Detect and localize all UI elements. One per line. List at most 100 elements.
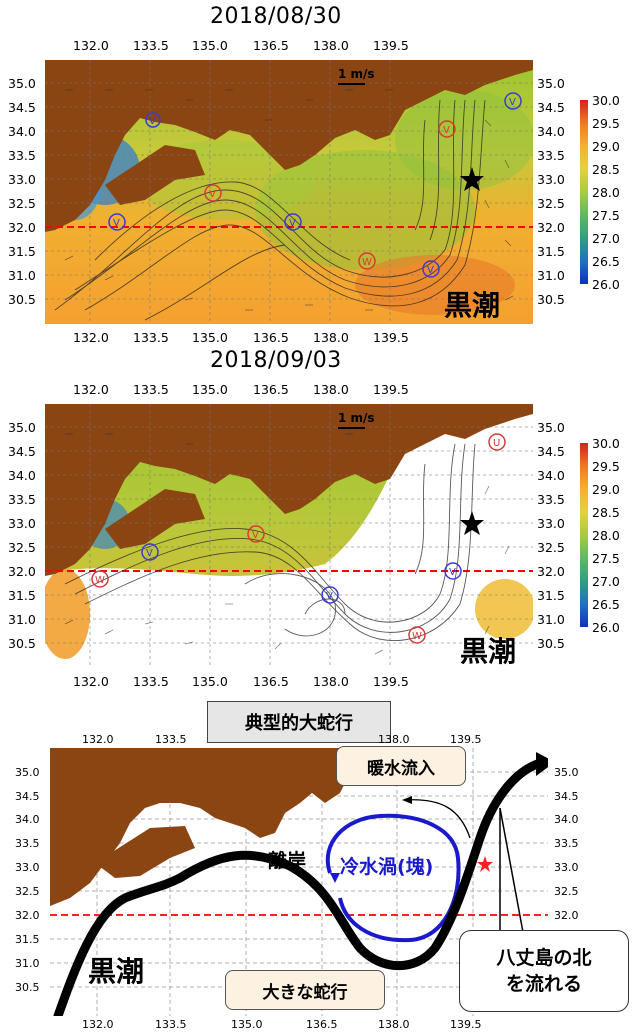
hachijojima-star <box>477 856 493 872</box>
lat-tick: 32.5 <box>554 885 579 898</box>
lat-tick: 31.5 <box>537 244 565 259</box>
panel2-kuroshio-label: 黒潮 <box>460 635 517 668</box>
cold-eddy-loop <box>325 813 461 943</box>
lat-tick: 33.5 <box>15 837 40 850</box>
lat-tick: 34.0 <box>8 468 36 483</box>
colorbar-tick: 28.0 <box>592 185 620 200</box>
svg-text:V: V <box>209 189 216 200</box>
panel1-eddies: V V V V V V W V <box>108 92 522 278</box>
lon-tick: 138.0 <box>313 674 349 689</box>
callout-warm-inflow: 暖水流入 <box>336 746 466 786</box>
colorbar-tick: 26.0 <box>592 277 620 292</box>
lat-tick: 34.5 <box>8 100 36 115</box>
land-shikoku <box>95 826 195 878</box>
land-japan <box>50 748 400 906</box>
lon-tick: 136.5 <box>253 330 289 345</box>
eddy-marker: V <box>504 92 522 110</box>
lat-tick: 31.5 <box>537 588 565 603</box>
lat-tick: 35.0 <box>537 420 565 435</box>
svg-text:V: V <box>146 548 153 559</box>
lat-tick: 32.5 <box>8 540 36 555</box>
colorbar-tick: 26.5 <box>592 254 620 269</box>
eddy-marker: V <box>141 543 159 561</box>
lat-tick: 32.0 <box>537 564 565 579</box>
lat-tick: 32.0 <box>8 220 36 235</box>
colorbar-tick: 29.0 <box>592 139 620 154</box>
eddy-marker: W <box>408 626 426 644</box>
kuroshio-arrowhead <box>536 752 548 776</box>
lat-tick: 35.0 <box>8 76 36 91</box>
land-chugoku <box>50 748 98 808</box>
lat-tick: 32.5 <box>15 885 40 898</box>
lon-tick: 133.5 <box>133 38 169 53</box>
lon-tick: 138.0 <box>313 330 349 345</box>
lon-tick: 136.5 <box>306 1018 338 1031</box>
colorbar-tick: 29.5 <box>592 116 620 131</box>
lon-tick: 139.5 <box>373 674 409 689</box>
eddy-marker: V <box>422 260 440 278</box>
colorbar-tick: 28.5 <box>592 162 620 177</box>
panel2-map: W V V V V W U 1 m/s <box>45 404 533 668</box>
lon-tick: 138.0 <box>378 733 410 746</box>
lat-tick: 35.0 <box>15 766 40 779</box>
lat-tick: 31.0 <box>8 612 36 627</box>
lat-tick: 32.0 <box>8 564 36 579</box>
lon-tick: 135.0 <box>231 1018 263 1031</box>
lon-tick: 138.0 <box>313 382 349 397</box>
land-japan <box>45 404 533 576</box>
callout-hachijojima: 八丈島の北 を流れる <box>459 930 629 1012</box>
panel1-date: 2018/08/30 <box>210 4 342 29</box>
lon-tick: 133.5 <box>133 674 169 689</box>
svg-text:V: V <box>326 591 333 602</box>
eddy-marker: W <box>91 570 109 588</box>
svg-text:V: V <box>149 116 156 127</box>
colorbar-tick: 28.0 <box>592 528 620 543</box>
lat-tick: 34.5 <box>15 790 40 803</box>
lon-tick: 132.0 <box>82 1018 114 1031</box>
lat-tick: 34.5 <box>554 790 579 803</box>
panel1-colorbar <box>580 100 588 284</box>
panel2-date: 2018/09/03 <box>210 348 342 373</box>
lat-tick: 30.5 <box>8 636 36 651</box>
colorbar-tick: 30.0 <box>592 93 620 108</box>
svg-text:V: V <box>509 97 516 108</box>
graticule <box>45 404 533 668</box>
lat-tick: 32.5 <box>8 196 36 211</box>
lon-tick: 132.0 <box>73 38 109 53</box>
lon-tick: 132.0 <box>73 674 109 689</box>
lon-tick: 138.0 <box>313 38 349 53</box>
eddy-marker: V <box>108 213 126 231</box>
current-vectors <box>54 99 486 321</box>
warm-inflow-arrowhead <box>402 796 412 804</box>
lon-tick: 139.5 <box>373 330 409 345</box>
sst-patch <box>45 569 90 659</box>
lon-tick: 132.0 <box>73 382 109 397</box>
colorbar-tick: 27.5 <box>592 208 620 223</box>
colorbar-tick: 29.0 <box>592 482 620 497</box>
lat-tick: 32.0 <box>554 909 579 922</box>
lat-tick: 31.0 <box>537 268 565 283</box>
lat-tick: 32.0 <box>537 220 565 235</box>
lat-tick: 34.5 <box>537 444 565 459</box>
lat-tick: 34.0 <box>537 468 565 483</box>
colorbar-tick: 27.0 <box>592 574 620 589</box>
land-chugoku <box>45 404 100 474</box>
scale-vector: 1 m/s <box>338 411 375 429</box>
land-shikoku <box>105 489 205 549</box>
callout-hachijojima-line1: 八丈島の北 <box>496 947 592 969</box>
lon-tick: 135.0 <box>192 330 228 345</box>
eddy-marker: V <box>247 525 265 543</box>
lat-tick: 33.5 <box>8 492 36 507</box>
land-japan <box>45 60 533 232</box>
lat-tick: 32.0 <box>15 909 40 922</box>
lon-tick: 136.5 <box>253 382 289 397</box>
lon-tick: 133.5 <box>133 330 169 345</box>
lat-tick: 34.5 <box>537 100 565 115</box>
colorbar-tick: 27.0 <box>592 231 620 246</box>
scale-vector: 1 m/s <box>338 67 375 85</box>
lat-tick: 33.5 <box>537 148 565 163</box>
lat-tick: 31.5 <box>15 933 40 946</box>
svg-text:V: V <box>443 125 450 136</box>
warm-inflow-arrow <box>404 799 471 839</box>
colorbar-tick: 29.5 <box>592 459 620 474</box>
